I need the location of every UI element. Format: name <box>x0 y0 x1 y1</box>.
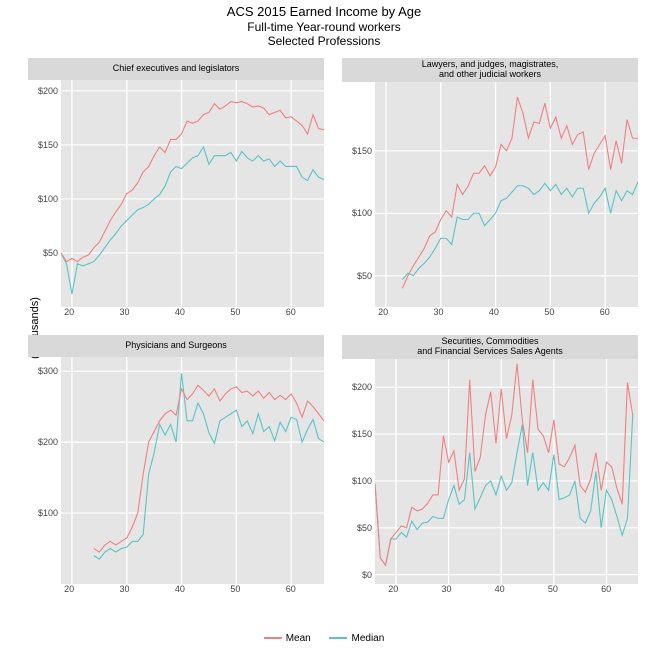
legend-item-median: Median <box>329 632 384 644</box>
strip-title: Physicians and Surgeons <box>28 335 324 357</box>
y-tick-labels: $100$200$300 <box>28 357 61 584</box>
strip-title: Lawyers, and judges, magistrates,and oth… <box>342 58 638 82</box>
x-tick-labels: 2030405060 <box>372 307 638 321</box>
series-median <box>375 415 633 565</box>
plot-area <box>61 80 324 307</box>
legend-swatch-mean <box>264 632 282 644</box>
y-tick-labels: $50$100$150 <box>342 82 375 307</box>
panel-fin: Securities, Commoditiesand Financial Ser… <box>342 335 638 598</box>
plot-area <box>61 357 324 584</box>
x-tick-labels: 2030405060 <box>58 307 324 321</box>
legend-label-median: Median <box>351 633 384 644</box>
panel-exec: Chief executives and legislators$50$100$… <box>28 58 324 321</box>
panel-lawyers: Lawyers, and judges, magistrates,and oth… <box>342 58 638 321</box>
chart-title: ACS 2015 Earned Income by Age Full-time … <box>0 4 648 48</box>
series-mean <box>94 385 324 552</box>
plot-area <box>375 82 638 307</box>
plot-area <box>375 359 638 584</box>
series-median <box>61 147 324 294</box>
y-tick-labels: $50$100$150$200 <box>28 80 61 307</box>
strip-title: Securities, Commoditiesand Financial Ser… <box>342 335 638 359</box>
title-line-3: Selected Professions <box>0 34 648 48</box>
title-line-1: ACS 2015 Earned Income by Age <box>0 4 648 20</box>
legend: Mean Median <box>0 631 648 644</box>
series-median <box>94 373 324 559</box>
series-mean <box>375 364 633 566</box>
series-mean <box>61 102 324 262</box>
title-line-2: Full-time Year-round workers <box>0 20 648 34</box>
panel-phys: Physicians and Surgeons$100$200$30020304… <box>28 335 324 598</box>
strip-title: Chief executives and legislators <box>28 58 324 80</box>
series-median <box>402 182 638 280</box>
x-tick-labels: 2030405060 <box>58 584 324 598</box>
legend-label-mean: Mean <box>286 633 311 644</box>
facet-grid: Chief executives and legislators$50$100$… <box>28 58 638 598</box>
legend-item-mean: Mean <box>264 632 311 644</box>
x-tick-labels: 2030405060 <box>372 584 638 598</box>
legend-swatch-median <box>329 632 347 644</box>
y-tick-labels: $0$50$100$150$200 <box>342 359 375 584</box>
